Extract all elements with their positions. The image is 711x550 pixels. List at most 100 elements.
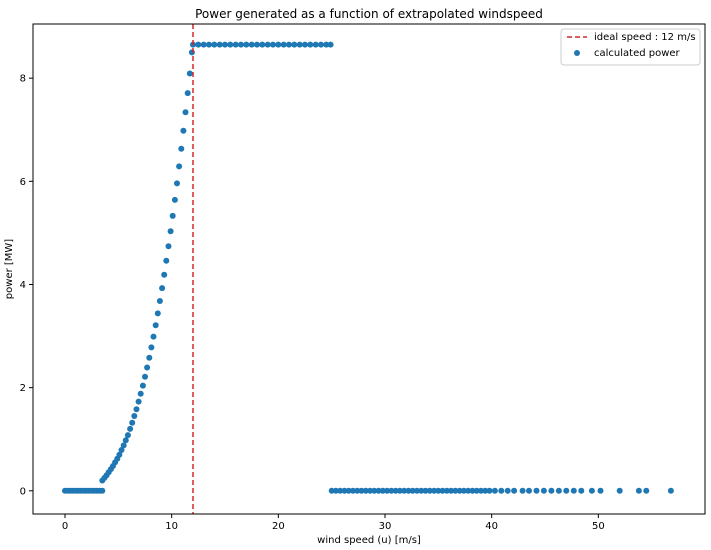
data-point [431,487,438,494]
data-point [178,145,185,152]
data-point [332,487,339,494]
plot-area [62,24,674,514]
data-point [526,487,532,494]
data-point [167,228,174,235]
data-point [439,487,446,494]
data-point [362,487,369,494]
data-point [533,487,540,494]
x-tick-label: 40 [485,521,498,532]
x-tick-label: 0 [62,521,68,532]
data-point [118,447,125,453]
legend-label-ideal-speed: ideal speed : 12 m/s [594,32,696,43]
data-point [222,41,228,48]
data-point [358,487,365,494]
data-point [131,413,138,419]
x-tick-label: 10 [165,521,178,532]
x-tick-label: 20 [272,521,285,532]
data-point [216,41,223,48]
data-point [248,41,255,48]
data-point [291,41,298,48]
data-point [456,487,463,494]
data-point [312,41,319,48]
data-point [137,390,144,397]
data-point [588,487,595,494]
data-point [150,333,157,340]
x-axis-label: wind speed (u) [m/s] [317,535,421,546]
data-point [327,41,334,48]
data-point [375,487,382,494]
x-axis: 0 10 20 30 40 50 [62,514,605,532]
data-point [211,41,218,48]
data-point [184,90,191,97]
data-point [478,487,484,494]
data-point [286,41,292,48]
data-point [254,41,260,48]
y-tick-label: 8 [20,74,26,85]
data-point [176,163,183,170]
data-point [448,487,455,494]
data-point [414,487,420,494]
data-point [635,487,642,494]
data-point [597,487,604,494]
data-point [350,487,356,494]
data-point [99,487,106,494]
y-tick-label: 6 [20,177,26,188]
data-point [280,41,287,48]
legend-label-calculated-power: calculated power [594,48,681,59]
data-point [354,487,361,494]
data-point [519,487,526,494]
data-point [323,41,330,48]
data-point [465,487,472,494]
chart-title: Power generated as a function of extrapo… [195,7,543,21]
data-point [163,257,170,264]
data-point [435,487,442,494]
data-point [379,487,386,494]
data-point [307,41,314,48]
data-point [238,41,244,48]
y-tick-label: 0 [20,486,26,497]
data-point [371,487,378,494]
data-point [482,487,489,494]
data-point [129,419,136,426]
data-point [667,487,674,494]
data-point [555,487,562,494]
data-point [195,41,202,48]
data-point [182,109,189,116]
data-point [486,487,493,494]
data-point [171,196,178,203]
data-point [200,41,207,48]
y-tick-label: 4 [20,280,26,291]
data-point [232,41,239,48]
data-point [504,487,511,494]
data-point [120,442,127,449]
data-point [165,243,172,250]
data-point [392,487,399,494]
data-point [144,364,151,371]
data-point [122,437,129,444]
legend-box [560,28,701,66]
data-point [384,487,391,494]
data-point [152,322,159,329]
data-point [296,41,303,48]
data-point [337,487,344,494]
data-point [135,398,142,405]
data-point [367,487,374,494]
data-point [148,344,155,351]
data-point [511,487,518,494]
data-point [388,487,395,494]
data-point [259,41,266,48]
legend-marker-swatch [574,50,580,56]
data-point [161,271,168,278]
data-point [540,487,547,494]
data-point [409,487,416,494]
data-point [174,180,180,187]
data-point [616,487,623,494]
data-point [180,127,187,134]
data-point [460,487,467,494]
data-point [396,487,403,494]
data-point [302,41,308,48]
data-point [578,487,585,494]
data-point [341,487,348,494]
data-point [473,487,480,494]
